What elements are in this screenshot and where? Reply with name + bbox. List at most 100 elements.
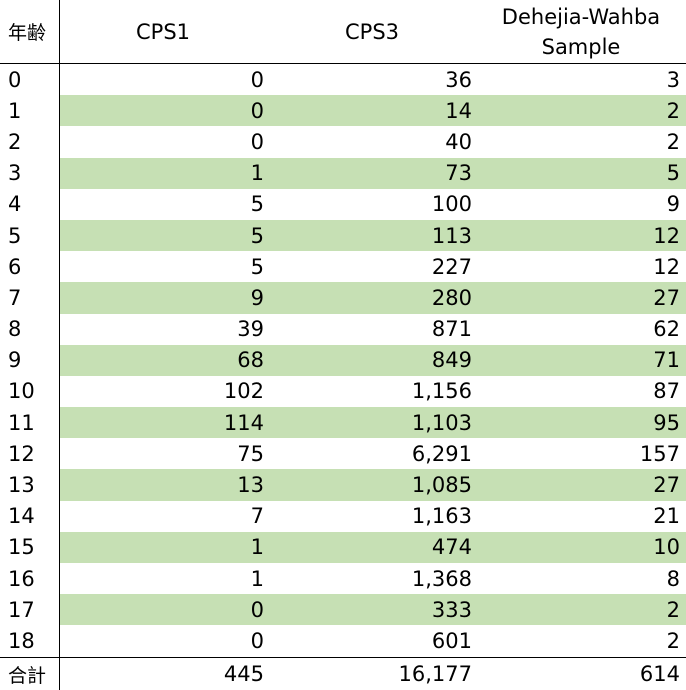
cell-dw: 2: [476, 594, 686, 626]
cell-cps1: 0: [250, 129, 264, 154]
cell-age: 4: [0, 188, 60, 220]
cell-dw: 157: [639, 441, 680, 466]
cell-cps1: 1: [60, 157, 270, 189]
cell-dw: 10: [476, 531, 686, 563]
header-cps3: CPS3: [345, 19, 400, 44]
cell-age: 0: [0, 64, 60, 96]
cell-dw: 2: [666, 628, 680, 653]
cell-cps3: 280: [270, 282, 476, 314]
cell-cps3: 100: [431, 192, 472, 217]
cell-cps3: 474: [270, 531, 476, 563]
cell-cps3: 6,291: [411, 441, 472, 466]
cell-dw: 21: [653, 504, 680, 529]
cell-age: 17: [0, 594, 60, 626]
cell-cps1: 5: [60, 219, 270, 252]
header-dehejia-wahba: Dehejia-Wahba Sample: [476, 0, 686, 63]
cell-dw: 62: [653, 317, 680, 342]
table-header-row: 年齢 CPS1 CPS3 Dehejia-Wahba Sample: [0, 0, 686, 64]
table-row: 6 5 227 12: [0, 251, 686, 283]
cell-cps1: 0: [250, 67, 264, 92]
cell-cps1: 39: [237, 317, 264, 342]
cell-cps3: 14: [270, 95, 476, 127]
cell-cps1: 75: [237, 441, 264, 466]
header-cps1: CPS1: [136, 19, 191, 44]
cell-dw: 9: [666, 192, 680, 217]
cell-dw: 2: [666, 129, 680, 154]
table-total-row: 合計 445 16,177 614: [0, 657, 686, 690]
cell-age: 3: [0, 157, 60, 189]
cell-dw: 2: [476, 95, 686, 127]
cell-dw: 12: [476, 219, 686, 252]
cell-cps1: 1: [60, 531, 270, 563]
cell-dw: 27: [476, 282, 686, 314]
cell-age: 15: [0, 531, 60, 563]
table-row: 1 0 14 2: [0, 95, 686, 127]
cell-cps3: 1,368: [411, 566, 472, 591]
cell-age: 11: [0, 407, 60, 439]
cell-age: 16: [0, 563, 60, 595]
table-body: 0 0 36 3 1 0 14 2 2 0 40 2 3 1 73 5 4 5 100 9 5 5 113 12 6 5 227 12…: [0, 64, 686, 657]
table-row: 15 1 474 10: [0, 531, 686, 563]
cell-cps1: 114: [60, 407, 270, 439]
total-cps1: 445: [223, 662, 264, 686]
cell-cps3: 40: [445, 129, 472, 154]
cell-cps3: 333: [270, 594, 476, 626]
table-row: 10 102 1,156 87: [0, 375, 686, 408]
cell-dw: 87: [653, 379, 680, 404]
cell-dw: 3: [666, 67, 680, 92]
table-row: 3 1 73 5: [0, 157, 686, 189]
table-row: 11 114 1,103 95: [0, 407, 686, 439]
cell-cps1: 9: [60, 282, 270, 314]
table-row: 16 1 1,368 8: [0, 563, 686, 595]
cell-dw: 95: [476, 407, 686, 439]
cell-cps3: 227: [431, 254, 472, 279]
cell-dw: 27: [476, 469, 686, 501]
cell-age: 1: [0, 95, 60, 127]
cell-cps3: 113: [270, 219, 476, 252]
table-row: 4 5 100 9: [0, 188, 686, 220]
cell-cps3: 601: [431, 628, 472, 653]
cell-cps3: 871: [431, 317, 472, 342]
cell-cps3: 1,085: [270, 469, 476, 501]
cell-cps1: 5: [250, 192, 264, 217]
cell-age: 10: [0, 375, 60, 408]
cell-dw: 71: [476, 344, 686, 376]
cell-age: 2: [0, 126, 60, 158]
table-row: 5 5 113 12: [0, 219, 686, 252]
table-row: 18 0 601 2: [0, 625, 686, 657]
cell-age: 8: [0, 313, 60, 345]
cell-cps1: 7: [250, 504, 264, 529]
cell-cps3: 73: [270, 157, 476, 189]
table-row: 13 13 1,085 27: [0, 469, 686, 501]
cell-cps1: 1: [250, 566, 264, 591]
cell-cps1: 0: [60, 95, 270, 127]
table-row: 2 0 40 2: [0, 126, 686, 158]
cell-cps3: 36: [445, 67, 472, 92]
cell-cps1: 13: [60, 469, 270, 501]
cell-cps1: 102: [223, 379, 264, 404]
total-cps3: 16,177: [398, 662, 472, 686]
cell-age: 18: [0, 625, 60, 657]
table-row: 7 9 280 27: [0, 282, 686, 314]
table-row: 14 7 1,163 21: [0, 500, 686, 532]
cell-dw: 8: [666, 566, 680, 591]
header-age: 年齢: [0, 0, 60, 63]
cell-cps1: 68: [60, 344, 270, 376]
header-dw-line2: Sample: [541, 34, 621, 59]
cell-cps1: 0: [60, 594, 270, 626]
cell-cps3: 1,103: [270, 407, 476, 439]
cell-cps3: 1,156: [411, 379, 472, 404]
cell-age: 5: [0, 219, 60, 252]
cell-dw: 5: [476, 157, 686, 189]
cell-cps3: 1,163: [411, 504, 472, 529]
cell-age: 13: [0, 469, 60, 501]
cell-age: 9: [0, 344, 60, 376]
cell-cps1: 5: [250, 254, 264, 279]
cell-cps3: 849: [270, 344, 476, 376]
cell-age: 6: [0, 251, 60, 283]
cell-dw: 12: [653, 254, 680, 279]
table-row: 9 68 849 71: [0, 344, 686, 376]
cell-age: 7: [0, 282, 60, 314]
table-row: 0 0 36 3: [0, 64, 686, 96]
